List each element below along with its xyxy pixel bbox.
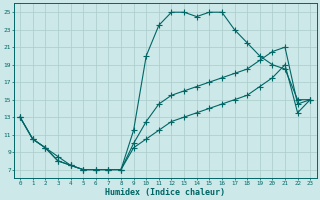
X-axis label: Humidex (Indice chaleur): Humidex (Indice chaleur)	[105, 188, 225, 197]
